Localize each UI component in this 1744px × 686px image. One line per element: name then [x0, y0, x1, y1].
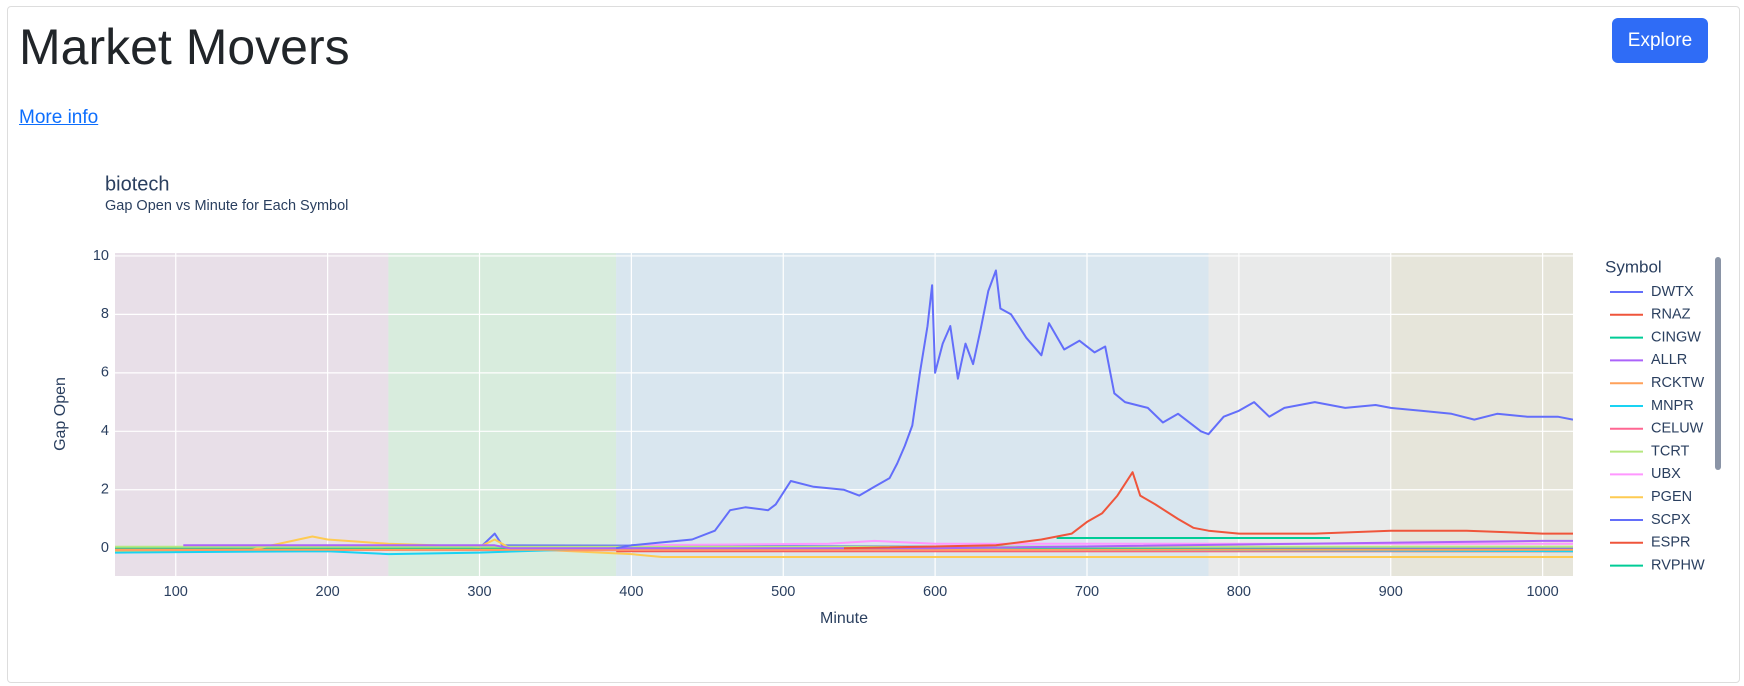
y-tick-label: 2 [101, 482, 109, 498]
legend-label[interactable]: ALLR [1651, 352, 1687, 368]
y-tick-label: 0 [101, 540, 109, 556]
legend-title: Symbol [1605, 257, 1662, 276]
legend-scrollbar[interactable] [1715, 257, 1721, 470]
x-tick-label: 700 [1075, 584, 1099, 600]
legend-label[interactable]: ESPR [1651, 535, 1691, 551]
series-line [616, 269, 1573, 550]
y-axis-label: Gap Open [52, 377, 69, 451]
legend-label[interactable]: UBX [1651, 466, 1681, 482]
legend-label[interactable]: MNPR [1651, 398, 1694, 414]
region-band [1390, 253, 1573, 576]
x-tick-label: 300 [467, 584, 491, 600]
x-tick-label: 1000 [1526, 584, 1558, 600]
region-band [1208, 253, 1391, 576]
series-line [631, 539, 1573, 547]
x-axis-label: Minute [820, 610, 868, 627]
legend-label[interactable]: CELUW [1651, 421, 1704, 437]
x-tick-label: 900 [1379, 584, 1403, 600]
legend-label[interactable]: TCRT [1651, 443, 1690, 459]
more-info-link[interactable]: More info [19, 107, 99, 128]
legend-label[interactable]: RCKTW [1651, 375, 1704, 391]
legend-label[interactable]: PGEN [1651, 489, 1692, 505]
legend-label[interactable]: RVPHW [1651, 557, 1705, 573]
region-band [616, 253, 1209, 576]
series-line [843, 471, 1573, 550]
legend-label[interactable]: DWTX [1651, 284, 1694, 300]
region-band [388, 253, 617, 576]
chart-title: biotech [105, 173, 170, 195]
card [7, 6, 1740, 683]
y-tick-label: 6 [101, 365, 109, 381]
legend-label[interactable]: RNAZ [1651, 307, 1691, 323]
plot-area [115, 253, 1573, 576]
page-title: Market Movers [19, 19, 350, 75]
region-band [115, 253, 389, 576]
x-tick-label: 400 [619, 584, 643, 600]
x-tick-label: 500 [771, 584, 795, 600]
x-tick-label: 100 [164, 584, 188, 600]
y-tick-label: 8 [101, 306, 109, 322]
legend-label[interactable]: SCPX [1651, 512, 1691, 528]
series-line [183, 539, 1573, 550]
x-tick-label: 800 [1227, 584, 1251, 600]
x-tick-label: 600 [923, 584, 947, 600]
x-tick-label: 200 [316, 584, 340, 600]
legend-label[interactable]: CINGW [1651, 329, 1701, 345]
y-tick-label: 10 [93, 248, 109, 264]
explore-button[interactable]: Explore [1612, 18, 1708, 63]
chart-subtitle: Gap Open vs Minute for Each Symbol [105, 198, 348, 214]
y-tick-label: 4 [101, 423, 109, 439]
